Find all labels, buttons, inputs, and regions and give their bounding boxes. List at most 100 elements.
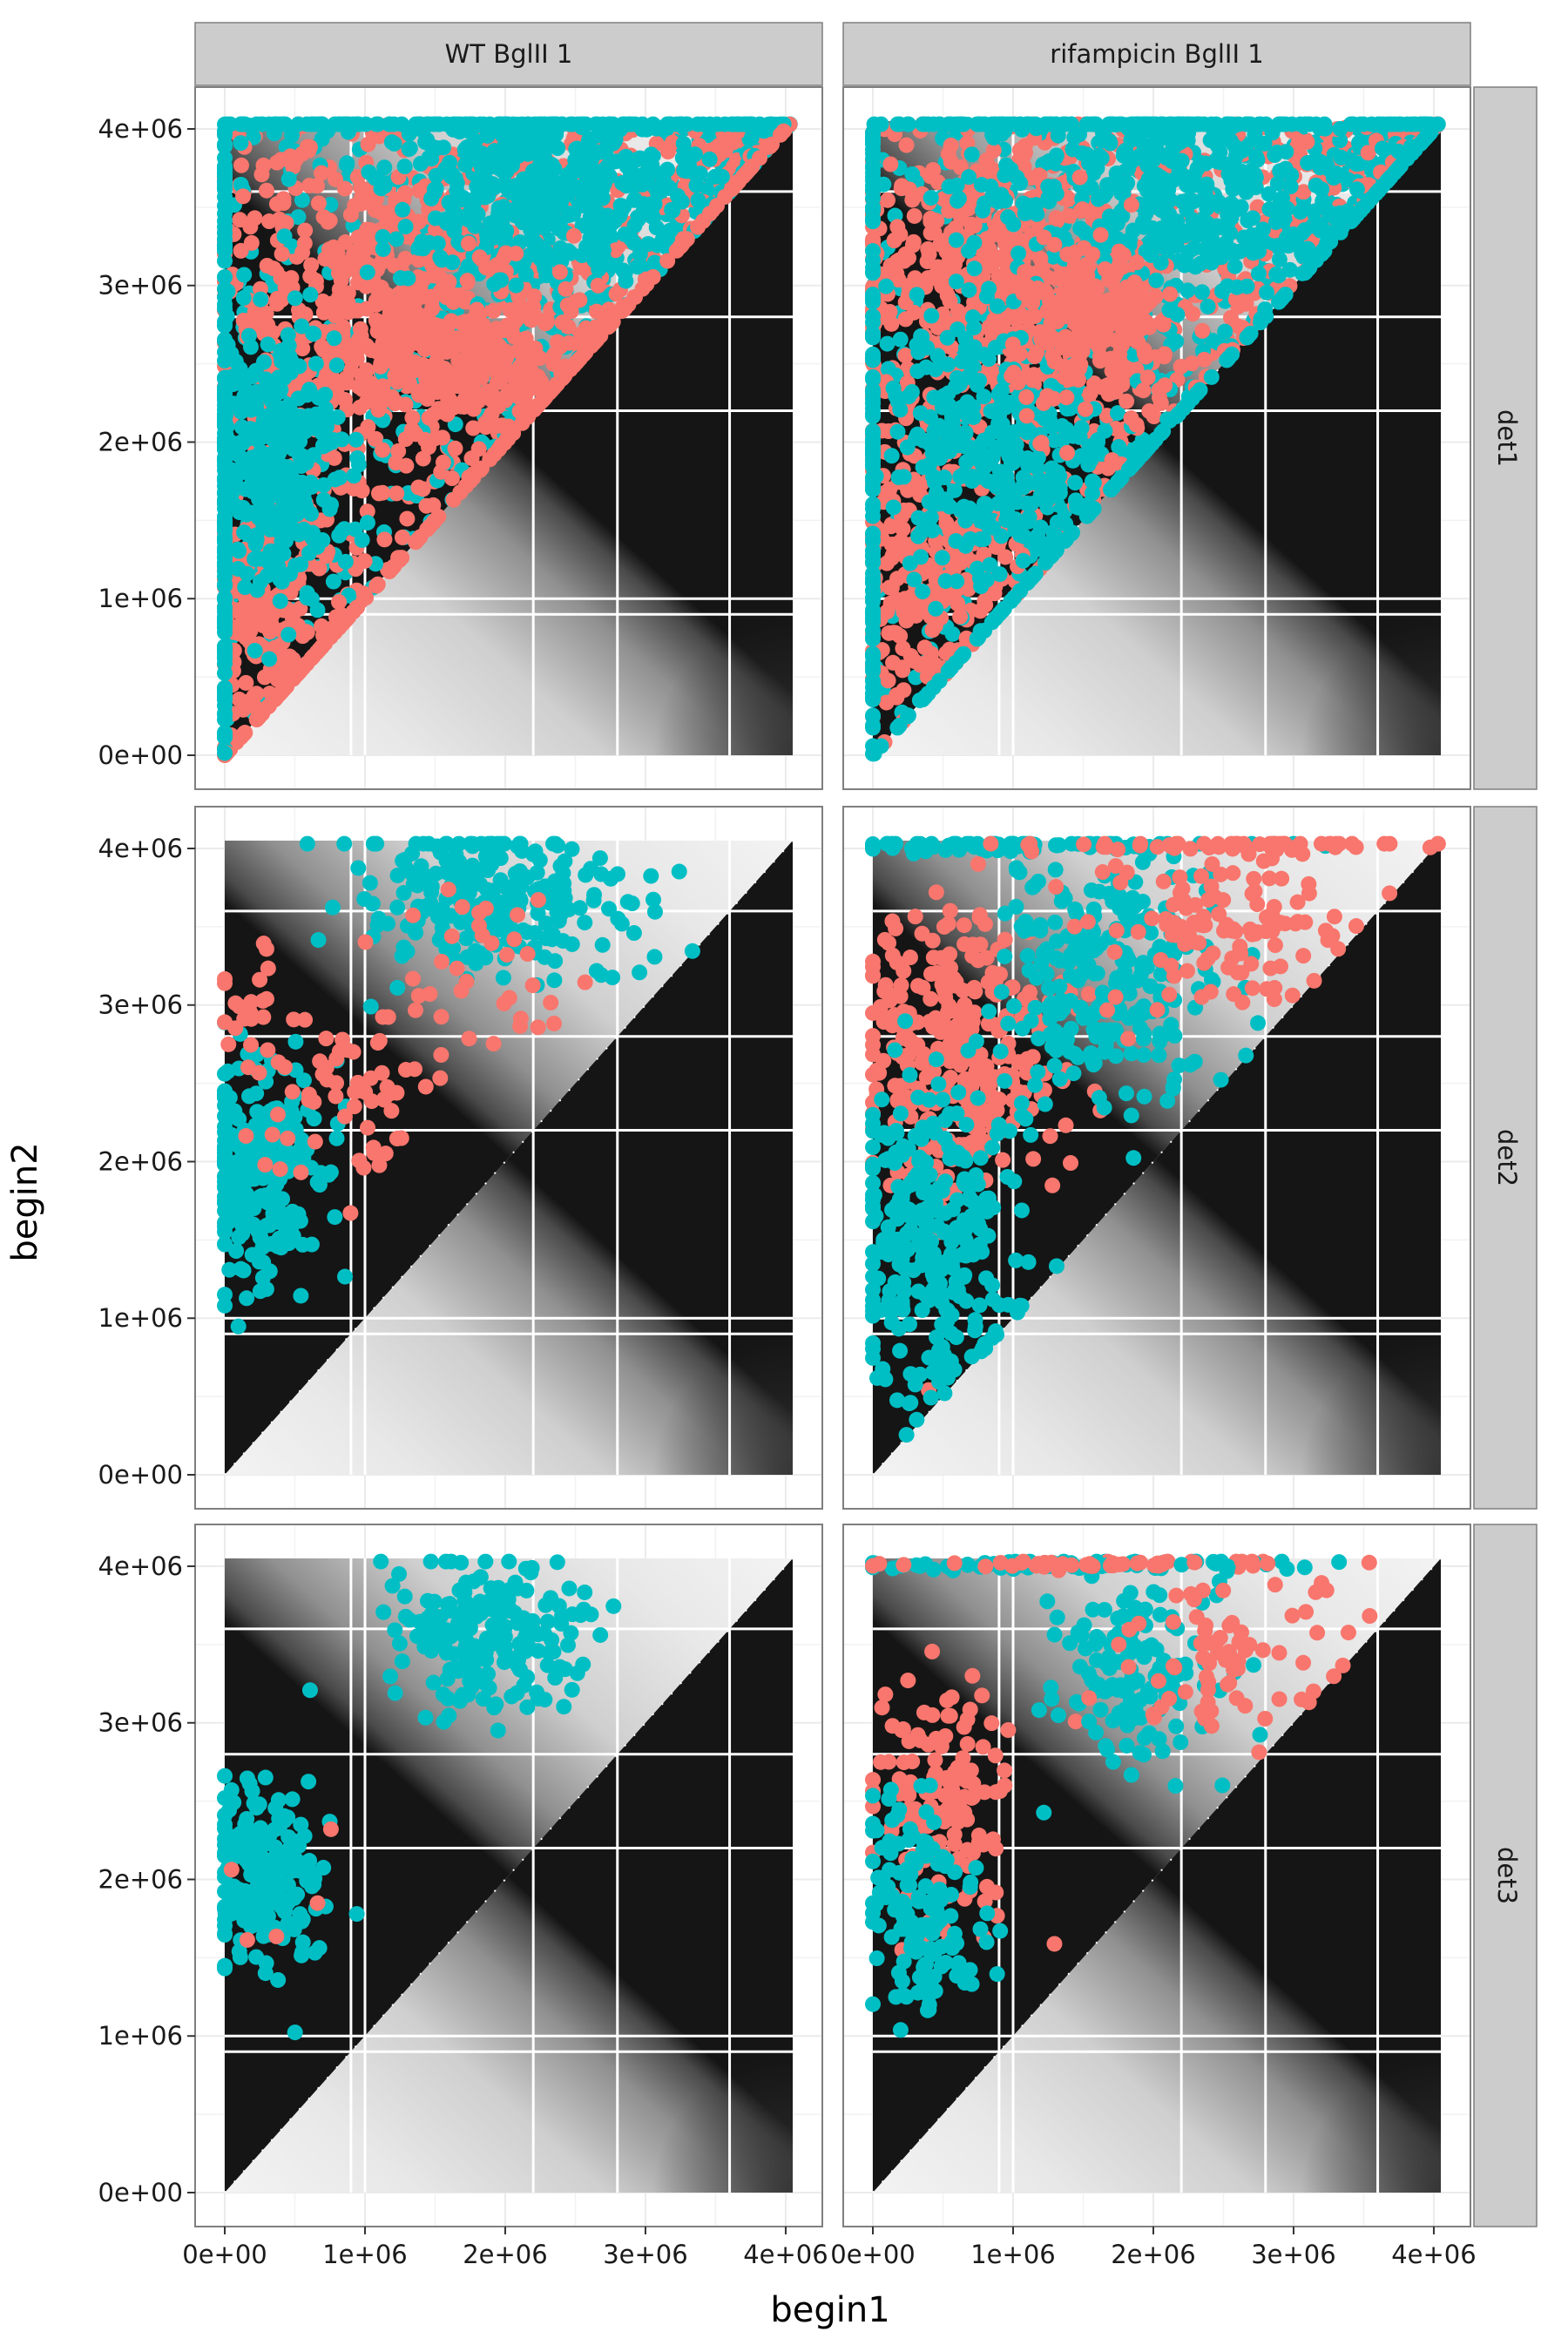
data-point <box>1153 170 1170 186</box>
data-point <box>331 116 348 132</box>
data-point <box>466 137 483 153</box>
data-point <box>675 135 692 152</box>
data-point <box>598 144 614 160</box>
facet-strip-row: det3 <box>1473 1524 1538 2227</box>
facet-strip-row: det2 <box>1473 806 1538 1510</box>
data-point <box>358 362 375 378</box>
data-point <box>1213 249 1230 266</box>
data-point <box>294 318 310 335</box>
data-point <box>1273 238 1289 254</box>
data-point <box>522 360 538 376</box>
data-point <box>267 522 284 538</box>
facet-panel <box>842 86 1471 790</box>
data-point <box>447 440 463 456</box>
data-point <box>1268 266 1285 282</box>
data-point <box>977 597 994 613</box>
data-point <box>942 293 958 309</box>
data-point <box>519 409 536 425</box>
data-point <box>608 286 625 302</box>
data-point <box>407 354 423 370</box>
data-point <box>336 521 353 537</box>
data-point <box>290 665 307 681</box>
data-point <box>435 454 451 470</box>
data-point <box>273 269 289 286</box>
data-point <box>700 181 717 198</box>
data-point <box>331 619 348 636</box>
data-point <box>952 608 969 625</box>
data-point <box>217 198 233 214</box>
data-point <box>397 250 414 267</box>
data-point <box>265 416 281 433</box>
data-point <box>486 143 503 159</box>
data-point <box>217 550 233 566</box>
data-point <box>923 190 939 206</box>
data-point <box>997 193 1014 209</box>
data-point <box>560 318 577 335</box>
data-point <box>890 252 907 268</box>
data-point <box>589 331 605 348</box>
data-point <box>906 207 923 224</box>
data-point <box>459 273 476 289</box>
data-point <box>272 593 288 610</box>
data-point <box>296 235 313 252</box>
data-point <box>274 246 290 262</box>
data-point <box>1343 152 1360 169</box>
data-point <box>672 116 689 132</box>
data-point <box>314 639 330 655</box>
data-point <box>395 201 411 218</box>
data-point <box>496 116 512 132</box>
facet-column-label: WT BglII 1 <box>445 39 573 69</box>
data-point <box>956 551 972 568</box>
data-point <box>247 210 263 226</box>
data-point <box>217 435 233 451</box>
data-point <box>325 253 341 269</box>
data-point <box>879 555 896 571</box>
data-point <box>475 316 491 333</box>
data-point <box>359 504 375 520</box>
data-point <box>287 290 303 307</box>
data-point <box>640 236 657 253</box>
data-point <box>883 536 900 552</box>
data-point <box>1119 160 1136 177</box>
data-point <box>280 171 297 187</box>
data-point <box>550 334 566 350</box>
data-point <box>1181 191 1198 207</box>
data-point <box>217 619 233 636</box>
data-point <box>523 303 539 320</box>
data-point <box>351 378 368 395</box>
data-point <box>276 228 293 245</box>
data-point <box>558 176 574 193</box>
data-point <box>369 116 386 132</box>
data-point <box>240 328 257 344</box>
data-point <box>261 651 278 667</box>
data-point <box>253 445 270 462</box>
data-point <box>314 165 330 181</box>
data-point <box>662 222 679 239</box>
data-point <box>217 213 233 229</box>
data-point <box>558 280 574 297</box>
data-point <box>1194 226 1211 242</box>
data-point <box>441 274 457 290</box>
data-point <box>1000 209 1017 226</box>
data-point <box>301 178 318 194</box>
data-point <box>701 151 718 167</box>
data-point <box>341 260 358 277</box>
data-point <box>627 289 644 306</box>
data-point <box>282 402 299 419</box>
data-point <box>889 571 905 587</box>
data-point <box>580 169 597 186</box>
data-point <box>269 449 286 466</box>
data-point <box>510 343 526 360</box>
data-point <box>315 491 332 508</box>
data-point <box>551 264 568 280</box>
data-point <box>943 137 959 153</box>
data-point <box>1272 196 1288 213</box>
facet-strip-column: WT BglII 1 <box>194 22 823 86</box>
data-point <box>269 485 286 502</box>
data-point <box>278 365 294 382</box>
y-tick-label: 2e+06 <box>98 427 184 456</box>
data-point <box>894 178 910 194</box>
data-point <box>554 370 571 387</box>
data-point <box>335 290 351 307</box>
data-point <box>1116 144 1132 160</box>
